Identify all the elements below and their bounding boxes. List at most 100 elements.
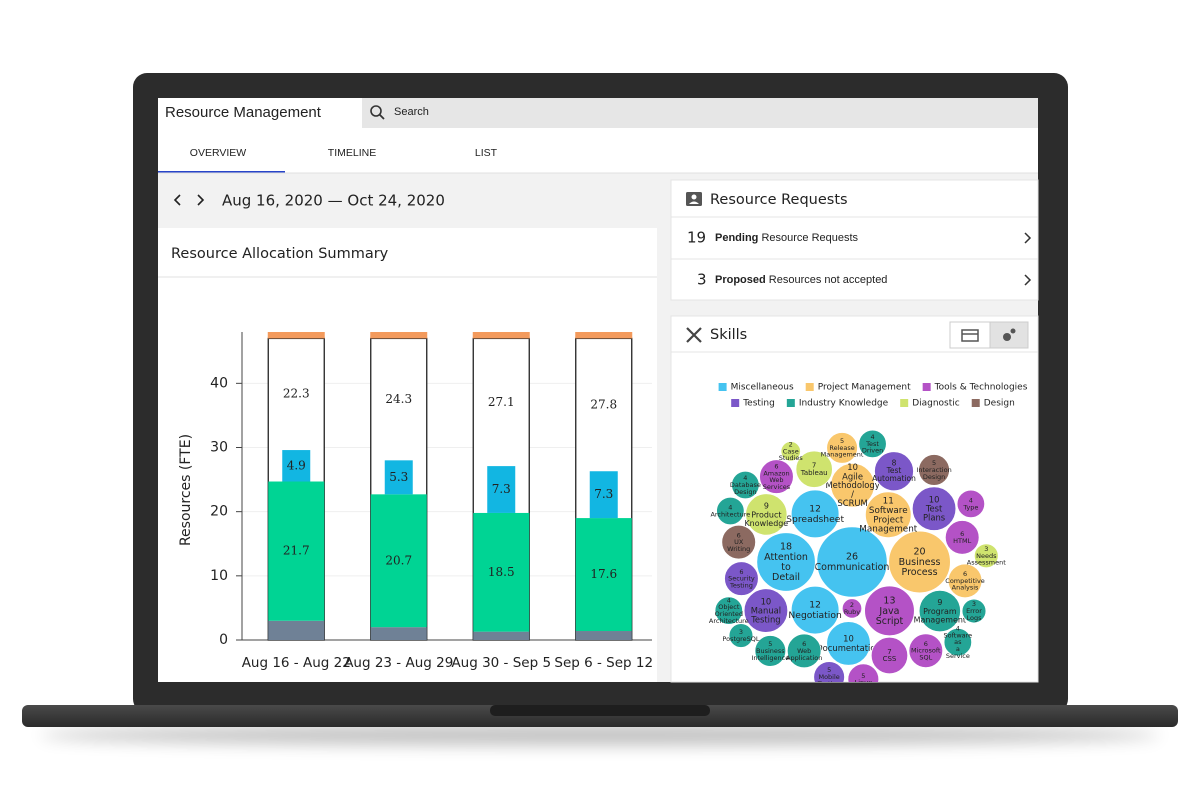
bubble-label-line: Management — [859, 524, 917, 534]
bubble-label-line: UX — [734, 538, 744, 546]
bubble-value: 5 — [768, 640, 772, 648]
y-axis-label: Resources (FTE) — [178, 434, 194, 546]
cap-segment — [370, 332, 428, 339]
bubble-label: Software as a Service — [944, 631, 973, 659]
chevron[interactable] — [1024, 232, 1032, 244]
bubble-label-line: Automation — [872, 474, 916, 483]
bar-segment — [370, 627, 427, 640]
bubble-label-line: Assessment — [967, 559, 1006, 567]
requests-icon — [689, 201, 699, 204]
bubble-label: Business Process — [899, 557, 941, 578]
legend-swatch — [922, 383, 931, 391]
bubble-label-line: Oriented — [715, 610, 743, 618]
bubble — [911, 486, 957, 531]
bubble-label-line: Release — [829, 444, 854, 452]
bubble-label: Agile Methodology / SCRUM — [825, 471, 879, 507]
bubble-label-line: Knowledge — [744, 518, 788, 527]
bar-segment — [268, 620, 325, 640]
date-range: Aug 16, 2020 — Oct 24, 2020 — [222, 192, 445, 210]
bubble-value: 10 — [929, 494, 940, 504]
bubble-label-line: Process — [902, 566, 938, 577]
bubble — [944, 520, 980, 555]
bubble — [724, 561, 759, 596]
prev-button[interactable] — [173, 194, 181, 206]
cap-segment — [267, 332, 325, 339]
bar-segment — [589, 471, 618, 519]
bubble-value: 10 — [847, 462, 858, 472]
bubble-label-line: Manual — [751, 605, 781, 615]
bar-segment — [487, 466, 516, 513]
bubble — [714, 596, 743, 625]
bubble-label: Spreadsheet — [786, 513, 844, 524]
legend-label: Testing — [742, 399, 775, 409]
legend-label: Project Management — [818, 383, 911, 393]
bubble-label-line: Design — [734, 488, 756, 496]
legend-label: Design — [984, 399, 1015, 409]
bubble-value: 20 — [913, 547, 925, 558]
bubble-value: 4 — [969, 496, 973, 504]
bubble-label: UX Writing — [727, 538, 750, 553]
bubble-label-line: SQL — [919, 654, 932, 662]
next-button[interactable] — [197, 194, 205, 206]
y-tick-label: 30 — [210, 440, 228, 456]
bubble-value: 9 — [937, 598, 942, 607]
bubble-label: Product Knowledge — [744, 510, 788, 527]
available-label: 22.3 — [283, 387, 310, 401]
legend-swatch — [786, 399, 795, 407]
legend-swatch — [805, 383, 814, 391]
requests-card — [670, 179, 1039, 301]
bubble-label-line: Documentation — [816, 642, 881, 652]
y-tick-label: 40 — [210, 375, 228, 391]
bubble — [754, 635, 787, 667]
search-icon — [370, 105, 382, 117]
bubble — [728, 623, 754, 648]
tab[interactable]: OVERVIEW — [190, 147, 246, 159]
available-label: 27.8 — [590, 397, 617, 411]
bubble-value: 2 — [850, 601, 854, 609]
card-title: Skills — [710, 327, 747, 343]
bubble-label-line: Mobile — [818, 673, 839, 681]
bubble-value: 4 — [728, 504, 732, 512]
legend: Miscellaneous Project Management Tools & T… — [718, 383, 1028, 409]
bubble-value: 7 — [887, 647, 891, 656]
bubble-label-line: Agile — [842, 471, 863, 481]
request-label[interactable]: Proposed Resources not accepted — [715, 274, 887, 286]
bubble-value: 4 — [956, 625, 960, 633]
bubble-label-line: HTML — [953, 537, 971, 545]
legend-label: Miscellaneous — [731, 383, 794, 393]
bubble-label-line: as — [954, 638, 962, 646]
bubble-label: Tableau — [800, 468, 828, 477]
table-view-button[interactable] — [949, 321, 991, 349]
search-box[interactable] — [362, 98, 1038, 128]
bubble-label: Ruby — [844, 608, 860, 616]
data-label: 7.3 — [492, 482, 511, 496]
bubble-label-line: Management — [914, 615, 966, 624]
bubble — [841, 598, 863, 619]
bubble — [759, 459, 794, 494]
bubble-label: Competitive Analysis — [945, 577, 985, 592]
bubble-label: Microsoft SQL — [911, 647, 941, 662]
chevron[interactable] — [1024, 274, 1032, 286]
bubble-label-line: Script — [876, 615, 904, 626]
bubble-value: 5 — [840, 437, 844, 445]
bubble-label-line: CSS — [883, 654, 897, 663]
tab[interactable]: TIMELINE — [328, 147, 376, 159]
bubble-label-line: Program — [923, 607, 957, 616]
request-label[interactable]: Pending Resource Requests — [715, 232, 859, 244]
tab[interactable]: LIST — [475, 147, 498, 159]
bubble-label-line: Management — [821, 451, 864, 459]
card-title: Resource Allocation Summary — [171, 246, 389, 262]
bubble-label-line: Business — [756, 647, 785, 655]
bar-segment — [268, 481, 325, 621]
bubble-label-line: SCRUM — [837, 497, 867, 507]
bubble-label-line: PostgreSQL — [722, 635, 759, 643]
bubble-label: Test Driven — [862, 440, 883, 455]
bubble-label-line: Security — [728, 575, 755, 583]
legend-label: Tools & Technologies — [934, 383, 1028, 393]
bubble-label-line: Architecture — [710, 510, 750, 518]
legend-swatch — [718, 383, 727, 391]
search-placeholder: Search — [394, 106, 429, 118]
bubble — [816, 526, 888, 598]
